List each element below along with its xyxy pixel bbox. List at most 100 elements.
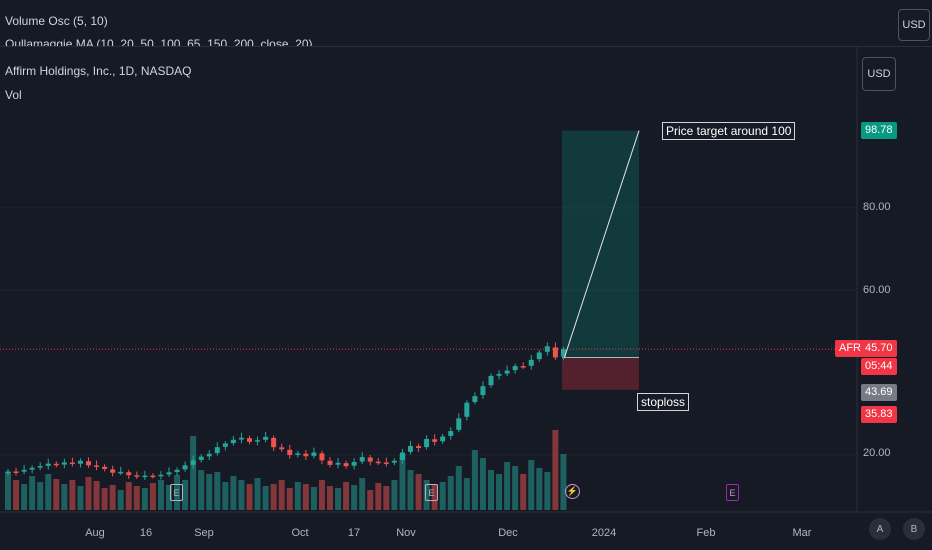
volume-bar [367,490,374,510]
volume-bar [13,480,20,510]
candles [5,342,566,481]
candle [53,463,59,466]
last-price-label: 45.70 [861,340,897,357]
target-trend-line [563,130,640,358]
target-price-label: 98.78 [861,122,897,139]
volume-bar [117,490,124,510]
symbol-title[interactable]: Affirm Holdings, Inc., 1D, NASDAQ [5,64,192,78]
candle [359,457,365,462]
volume-bar [431,484,438,510]
candle [5,471,11,474]
volume-bar [101,488,108,510]
time-tick: Sep [194,527,214,539]
candle [472,396,478,403]
overlay-lines [0,130,857,358]
candle [496,373,502,376]
candle [383,462,389,464]
target-annotation[interactable]: Price target around 100 [662,122,796,140]
split-icon[interactable]: ⚡ [565,484,580,499]
candle [13,471,19,474]
volume-bar [391,480,398,510]
log-scale-button[interactable]: B [903,518,925,540]
candle [424,438,430,448]
time-tick: Oct [291,527,309,539]
volume-bar [536,468,543,510]
candle [29,467,35,470]
candle [214,447,220,454]
volume-osc-legend[interactable]: Volume Osc (5, 10) [5,14,108,28]
volume-bar [246,484,253,510]
dividend-icon[interactable]: E [726,484,739,501]
candle [456,418,462,430]
time-tick: 16 [139,527,153,539]
candle [303,453,309,457]
volume-bar [343,482,350,510]
currency-button[interactable]: USD [862,57,896,91]
candle [311,452,317,456]
candle [198,456,204,460]
volume-bar [335,488,342,510]
volume-bar [21,484,28,510]
time-tick: Mar [792,527,812,539]
volume-bar [61,484,68,510]
candle [222,443,228,447]
earnings-icon[interactable]: E [170,484,183,501]
candle [21,469,27,472]
volume-bar [455,466,462,510]
volume-bar [399,454,406,510]
stoploss-annotation[interactable]: stoploss [637,393,690,411]
volume-bar [37,482,44,510]
volume-bar [166,485,172,510]
ma-legend[interactable]: Qullamaggie MA (10, 20, 50, 100, 65, 150… [5,37,313,46]
time-tick: Dec [498,527,518,539]
volume-bar [198,470,205,510]
candle [480,386,486,396]
candle [271,437,277,448]
candle [86,461,91,466]
volume-bar [359,478,366,510]
volume-bar [182,480,189,510]
volume-bar [85,477,92,510]
volume-bar [488,470,494,510]
volume-bar [286,488,293,510]
candle [504,370,510,374]
candle [391,460,397,463]
currency-button-top[interactable]: USD [898,9,930,41]
volume-bar [560,454,567,510]
candle [464,402,470,417]
volume-bar [327,486,333,510]
candle [263,436,269,440]
candle [520,366,526,368]
volume-bar [439,482,446,510]
candle [408,445,413,452]
position-zones [562,130,639,390]
candle [343,463,349,467]
volume-bar [447,476,454,510]
candle [247,438,252,442]
candle [238,437,244,440]
volume-bar [53,479,60,510]
volume-bar [463,478,470,510]
volume-bar [206,474,213,510]
earnings-icon[interactable]: E [425,484,438,501]
candle [536,352,542,360]
candle [45,463,51,466]
volume-legend[interactable]: Vol [5,88,22,102]
candle [367,457,373,462]
volume-bar [230,476,237,510]
candle [488,375,494,386]
candle [287,449,293,455]
candle [255,440,261,442]
time-tick: 17 [347,527,361,539]
candle [528,359,534,366]
volume-bar [375,483,382,510]
volume-bar [133,486,140,510]
volume-bars [5,430,567,510]
price-tick: 60.00 [863,284,891,296]
candle [319,453,325,461]
volume-bar [471,450,478,510]
volume-bar [504,462,511,510]
loss-zone [562,357,639,390]
auto-scale-button[interactable]: A [869,518,891,540]
